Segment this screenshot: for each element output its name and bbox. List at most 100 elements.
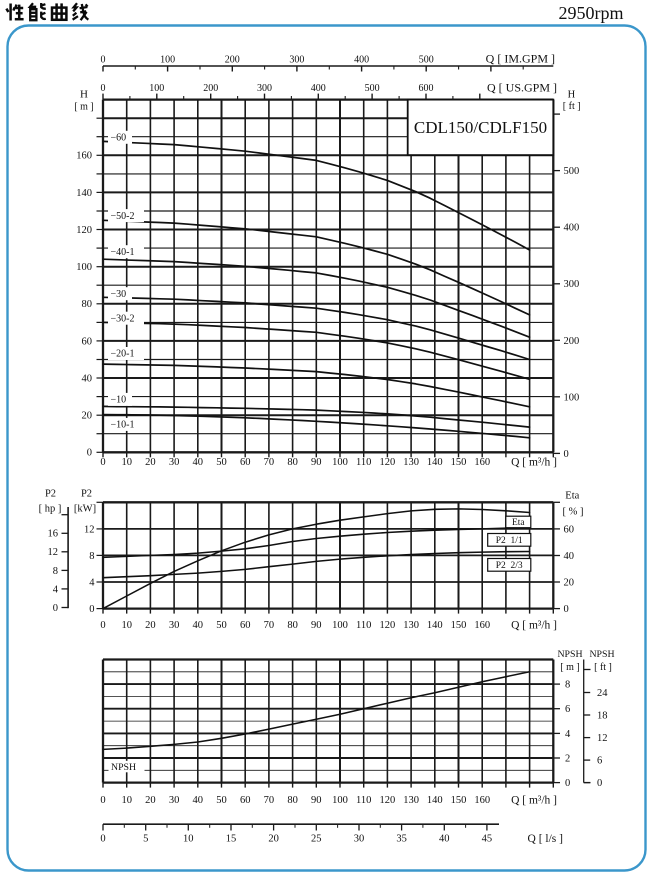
svg-text:110: 110 bbox=[356, 457, 371, 468]
svg-text:40: 40 bbox=[564, 551, 575, 562]
svg-text:6: 6 bbox=[597, 756, 602, 767]
svg-text:130: 130 bbox=[403, 795, 419, 806]
svg-text:110: 110 bbox=[356, 795, 371, 806]
svg-text:40: 40 bbox=[439, 834, 450, 845]
svg-text:40: 40 bbox=[193, 795, 204, 806]
svg-text:20: 20 bbox=[82, 411, 93, 422]
svg-text:NPSH: NPSH bbox=[557, 649, 582, 660]
svg-text:H: H bbox=[80, 89, 88, 101]
svg-text:Q [ m³/h ]: Q [ m³/h ] bbox=[511, 620, 557, 632]
svg-text:18: 18 bbox=[597, 710, 608, 721]
svg-text:4: 4 bbox=[89, 577, 95, 588]
svg-text:130: 130 bbox=[403, 620, 419, 631]
svg-text:−30: −30 bbox=[111, 289, 127, 300]
svg-text:10: 10 bbox=[121, 620, 132, 631]
svg-text:P2 2/3: P2 2/3 bbox=[496, 561, 523, 571]
svg-text:110: 110 bbox=[356, 620, 371, 631]
svg-text:12: 12 bbox=[48, 547, 59, 558]
svg-text:60: 60 bbox=[82, 336, 93, 347]
svg-text:140: 140 bbox=[76, 188, 92, 199]
svg-text:0: 0 bbox=[53, 603, 58, 614]
svg-text:P2: P2 bbox=[81, 489, 92, 500]
svg-text:Q [ m³/h ]: Q [ m³/h ] bbox=[511, 795, 557, 807]
svg-text:Q [ IM.GPM ]: Q [ IM.GPM ] bbox=[486, 52, 555, 66]
svg-text:100: 100 bbox=[76, 262, 92, 273]
svg-text:8: 8 bbox=[53, 566, 58, 577]
svg-text:−10: −10 bbox=[111, 395, 127, 406]
svg-text:20: 20 bbox=[145, 795, 156, 806]
svg-text:H: H bbox=[568, 90, 576, 101]
svg-text:[kW]: [kW] bbox=[74, 504, 96, 515]
svg-text:500: 500 bbox=[365, 83, 380, 94]
svg-text:[ % ]: [ % ] bbox=[563, 507, 584, 518]
svg-text:6: 6 bbox=[565, 704, 570, 715]
svg-text:20: 20 bbox=[564, 577, 575, 588]
svg-text:12: 12 bbox=[597, 733, 608, 744]
svg-text:120: 120 bbox=[380, 620, 396, 631]
svg-text:70: 70 bbox=[264, 795, 275, 806]
svg-text:100: 100 bbox=[332, 620, 348, 631]
svg-text:200: 200 bbox=[203, 83, 218, 94]
svg-text:70: 70 bbox=[264, 620, 275, 631]
svg-text:−50-2: −50-2 bbox=[111, 211, 135, 222]
svg-text:NPSH: NPSH bbox=[111, 762, 136, 773]
svg-text:80: 80 bbox=[82, 299, 93, 310]
svg-text:400: 400 bbox=[311, 83, 326, 94]
svg-text:40: 40 bbox=[193, 620, 204, 631]
svg-text:500: 500 bbox=[419, 55, 434, 66]
svg-text:400: 400 bbox=[354, 55, 369, 66]
svg-text:50: 50 bbox=[216, 620, 227, 631]
svg-text:−40-1: −40-1 bbox=[111, 247, 135, 258]
svg-text:15: 15 bbox=[226, 834, 237, 845]
svg-text:140: 140 bbox=[427, 620, 443, 631]
svg-text:30: 30 bbox=[354, 834, 365, 845]
svg-text:0: 0 bbox=[89, 604, 94, 615]
svg-text:Eta: Eta bbox=[565, 491, 579, 502]
svg-text:20: 20 bbox=[145, 620, 156, 631]
svg-text:60: 60 bbox=[564, 524, 575, 535]
svg-text:90: 90 bbox=[311, 457, 322, 468]
svg-text:100: 100 bbox=[332, 795, 348, 806]
svg-text:24: 24 bbox=[597, 688, 608, 699]
svg-text:40: 40 bbox=[82, 373, 93, 384]
svg-text:200: 200 bbox=[225, 55, 240, 66]
svg-text:60: 60 bbox=[240, 620, 251, 631]
svg-text:140: 140 bbox=[427, 795, 443, 806]
svg-text:120: 120 bbox=[380, 457, 396, 468]
svg-text:100: 100 bbox=[149, 83, 164, 94]
svg-text:150: 150 bbox=[451, 457, 467, 468]
svg-text:100: 100 bbox=[332, 457, 348, 468]
svg-text:100: 100 bbox=[564, 392, 580, 403]
svg-text:[ m ]: [ m ] bbox=[560, 662, 579, 673]
svg-text:35: 35 bbox=[396, 834, 407, 845]
svg-text:10: 10 bbox=[121, 795, 132, 806]
svg-text:4: 4 bbox=[53, 584, 59, 595]
svg-text:0: 0 bbox=[100, 457, 105, 468]
svg-text:NPSH: NPSH bbox=[589, 649, 614, 660]
svg-text:0: 0 bbox=[564, 449, 569, 460]
svg-text:120: 120 bbox=[76, 225, 92, 236]
svg-text:50: 50 bbox=[216, 795, 227, 806]
svg-text:30: 30 bbox=[169, 457, 180, 468]
svg-text:200: 200 bbox=[564, 336, 580, 347]
svg-text:8: 8 bbox=[565, 680, 570, 691]
svg-text:8: 8 bbox=[89, 551, 94, 562]
svg-text:0: 0 bbox=[564, 604, 569, 615]
svg-text:−10-1: −10-1 bbox=[111, 420, 135, 431]
svg-text:100: 100 bbox=[160, 55, 175, 66]
svg-text:90: 90 bbox=[311, 620, 322, 631]
svg-text:−20-1: −20-1 bbox=[111, 349, 135, 360]
svg-text:160: 160 bbox=[474, 795, 490, 806]
svg-text:80: 80 bbox=[287, 620, 298, 631]
svg-text:0: 0 bbox=[597, 778, 602, 789]
svg-text:30: 30 bbox=[169, 620, 180, 631]
svg-text:16: 16 bbox=[48, 529, 59, 540]
svg-text:0: 0 bbox=[100, 795, 105, 806]
svg-text:70: 70 bbox=[264, 457, 275, 468]
svg-text:160: 160 bbox=[474, 457, 490, 468]
svg-text:−30-2: −30-2 bbox=[111, 313, 135, 324]
svg-text:80: 80 bbox=[287, 457, 298, 468]
svg-text:300: 300 bbox=[289, 55, 304, 66]
svg-text:Q [ l/s ]: Q [ l/s ] bbox=[528, 833, 563, 845]
svg-text:25: 25 bbox=[311, 834, 322, 845]
